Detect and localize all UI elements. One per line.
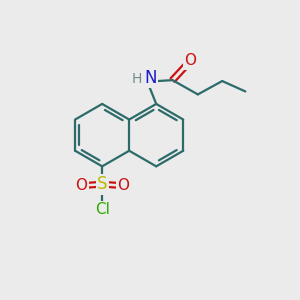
Text: O: O [75,178,87,193]
Text: S: S [97,175,107,193]
Text: H: H [132,72,142,86]
Text: O: O [117,178,129,193]
Text: Cl: Cl [95,202,110,217]
Text: O: O [184,53,196,68]
Text: N: N [145,69,157,87]
